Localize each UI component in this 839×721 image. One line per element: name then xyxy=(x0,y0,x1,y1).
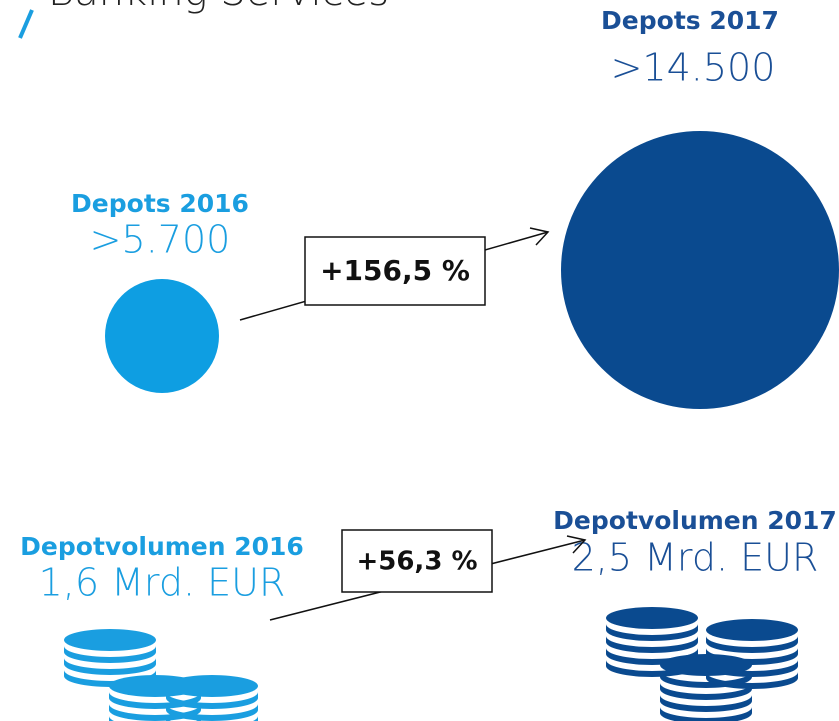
volume-change: +56,3 % xyxy=(356,547,477,577)
volume-after-value: 2,5 Mrd. EUR xyxy=(572,536,819,580)
change-box xyxy=(304,236,486,306)
volume-before-value: 1,6 Mrd. EUR xyxy=(39,561,286,605)
volume-before-label: Depotvolumen 2016 xyxy=(20,532,304,561)
depots-change: +156,5 % xyxy=(320,254,470,287)
depots-before-label: Depots 2016 xyxy=(71,189,249,218)
title-slash xyxy=(18,9,34,39)
coin-stack xyxy=(706,619,798,689)
depots-before-circle xyxy=(105,279,219,393)
title: Banking Services xyxy=(48,0,389,15)
coin-stack xyxy=(109,675,201,721)
depots-after-value: >14.500 xyxy=(611,46,776,90)
volume-after-label: Depotvolumen 2017 xyxy=(553,506,837,535)
depots-after-label: Depots 2017 xyxy=(601,6,779,35)
change-box xyxy=(341,529,493,593)
depots-after-circle xyxy=(561,131,839,409)
arrow-head xyxy=(529,227,550,246)
depots-before-value: >5.700 xyxy=(90,218,231,262)
arrow-head xyxy=(566,535,587,554)
